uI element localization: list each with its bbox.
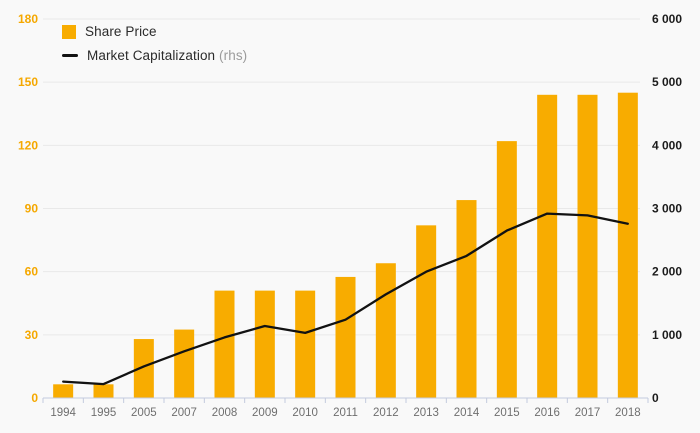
x-tick-label-2013: 2013: [413, 407, 439, 419]
bar-2011: [335, 276, 356, 398]
bar-1995: [93, 384, 114, 398]
x-tick-label-2010: 2010: [292, 407, 318, 419]
left-axis-tick-label: 120: [18, 138, 38, 152]
legend-share-price-label: Share Price: [85, 24, 157, 39]
x-tick-label-2012: 2012: [373, 407, 399, 419]
market-cap-line-swatch-icon: [62, 54, 78, 57]
bar-2018: [617, 92, 638, 398]
bar-2010: [295, 290, 316, 398]
x-tick-label-2018: 2018: [615, 407, 641, 419]
x-tick-label-2005: 2005: [131, 407, 157, 419]
x-tick-label-2007: 2007: [171, 407, 197, 419]
bar-2015: [496, 141, 517, 398]
bar-2012: [375, 263, 396, 398]
bar-1994: [53, 384, 74, 398]
right-axis-tick-label: 0: [652, 391, 659, 405]
x-tick-label-1995: 1995: [91, 407, 117, 419]
x-tick-label-2017: 2017: [575, 407, 601, 419]
x-tick-label-2008: 2008: [212, 407, 238, 419]
right-axis-tick-label: 5 000: [652, 75, 682, 89]
bar-2017: [577, 94, 598, 399]
bar-2008: [214, 290, 235, 398]
bar-2013: [416, 225, 437, 398]
x-tick-label-2014: 2014: [454, 407, 480, 419]
left-axis-tick-label: 30: [25, 328, 39, 342]
left-axis-tick-label: 0: [31, 391, 38, 405]
bar-2005: [133, 339, 154, 398]
x-tick-label-2011: 2011: [333, 407, 358, 419]
x-tick-label-2015: 2015: [494, 407, 520, 419]
right-axis-tick-label: 3 000: [652, 202, 682, 216]
left-axis-tick-label: 90: [25, 202, 39, 216]
market-cap-line: [62, 212, 629, 386]
right-axis-tick-label: 2 000: [652, 265, 682, 279]
bar-2009: [254, 290, 275, 398]
left-axis-tick-label: 180: [18, 12, 38, 26]
bar-2016: [537, 94, 558, 399]
left-axis-tick-label: 60: [25, 265, 39, 279]
left-axis-tick-label: 150: [18, 75, 38, 89]
bar-2014: [456, 200, 477, 398]
x-tick-label-2016: 2016: [534, 407, 560, 419]
share-price-swatch-icon: [62, 24, 76, 39]
legend-market-cap-label: Market Capitalization (rhs): [87, 48, 248, 63]
right-axis-tick-label: 1 000: [652, 328, 682, 342]
chart-legend: Share Price Market Capitalization (rhs): [62, 24, 247, 63]
legend-item-market-cap[interactable]: Market Capitalization (rhs): [62, 48, 247, 63]
bar-2007: [174, 329, 195, 398]
legend-item-share-price[interactable]: Share Price: [62, 24, 247, 39]
x-tick-label-1994: 1994: [50, 407, 76, 419]
right-axis-tick-label: 4 000: [652, 138, 682, 152]
x-tick-label-2009: 2009: [252, 407, 278, 419]
legend-market-cap-suffix: (rhs): [219, 48, 248, 63]
right-axis-tick-label: 6 000: [652, 12, 682, 26]
